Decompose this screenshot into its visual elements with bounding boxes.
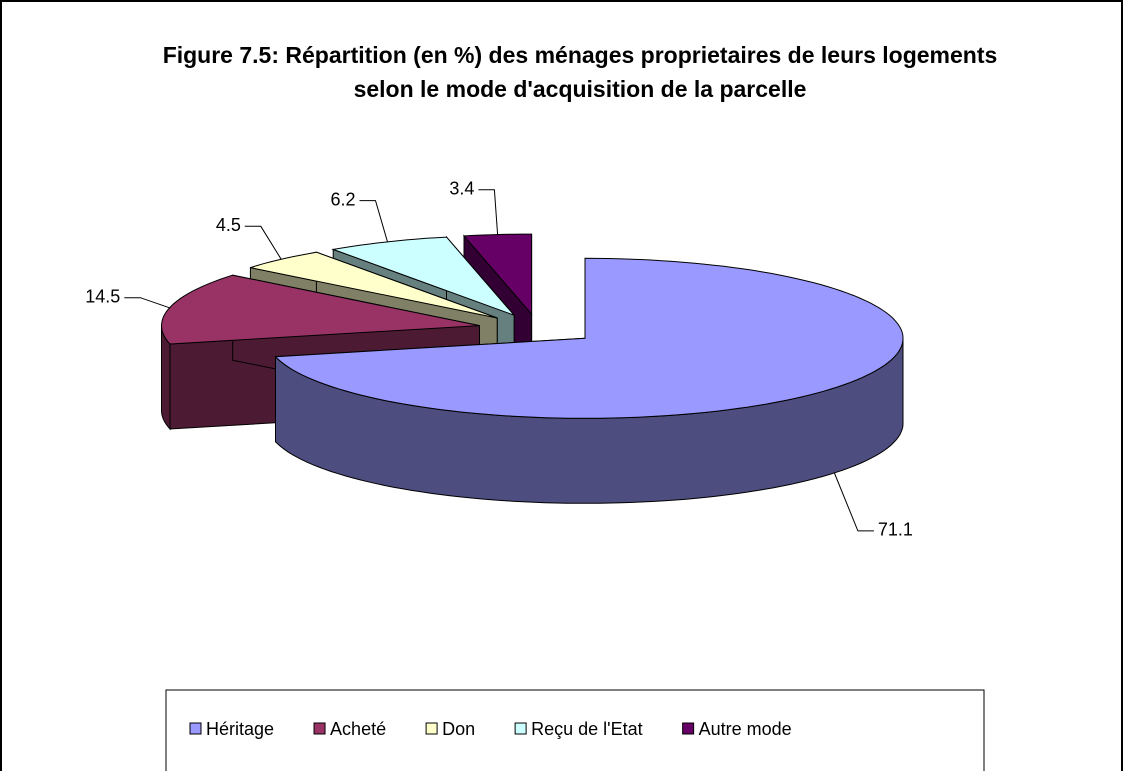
- legend-swatch: [682, 722, 695, 735]
- data-label: 3.4: [449, 179, 474, 199]
- leader-line: [124, 297, 170, 309]
- legend-box: [165, 689, 985, 771]
- leader-line: [478, 189, 499, 235]
- legend-label: Autre mode: [699, 719, 792, 739]
- data-label: 14.5: [85, 286, 120, 306]
- slice-top: [462, 233, 533, 316]
- legend-swatch: [514, 722, 527, 735]
- chart-title: Figure 7.5: Répartition (en %) des ménag…: [162, 42, 998, 102]
- legend-label: Héritage: [206, 719, 274, 739]
- legend-swatch: [313, 722, 326, 735]
- slice-top: [274, 257, 904, 419]
- leader-line: [244, 225, 282, 260]
- data-label: 6.2: [330, 189, 355, 209]
- slice: [274, 257, 904, 504]
- legend-label: Don: [442, 719, 475, 739]
- legend-swatch: [189, 722, 202, 735]
- leader-line: [833, 472, 874, 532]
- leader-line: [359, 200, 388, 243]
- legend-label: Reçu de l'Etat: [531, 719, 643, 739]
- legend-label: Acheté: [330, 719, 386, 739]
- data-label: 4.5: [216, 215, 241, 235]
- legend-swatch: [425, 722, 438, 735]
- legend: Héritage Acheté Don Reçu de l'Etat Autre mod…: [189, 719, 792, 739]
- data-label: 71.1: [878, 520, 913, 540]
- pie: 71.1 14.5 4.5 6.2 3.4: [85, 179, 913, 540]
